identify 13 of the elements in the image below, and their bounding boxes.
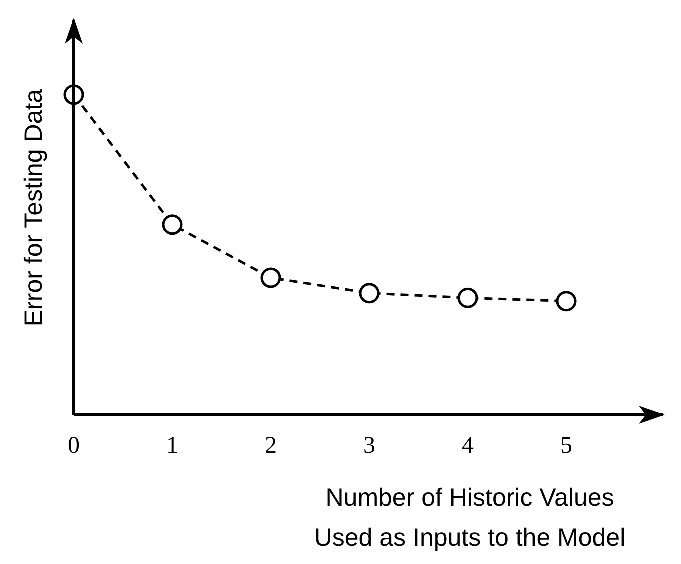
point xyxy=(260,268,282,288)
x-tick-label: 2 xyxy=(265,433,277,459)
point xyxy=(162,214,183,236)
x-tick-label: 5 xyxy=(560,433,572,459)
x-axis-title: Number of Historic Values Used as Inputs to the Model xyxy=(314,484,626,552)
point xyxy=(556,291,577,312)
x-tick-label: 1 xyxy=(166,433,178,459)
x-tick-label: 4 xyxy=(462,433,474,459)
point xyxy=(458,288,478,308)
y-axis-title: Error for Testing Data xyxy=(20,89,48,327)
x-tick-label: 0 xyxy=(68,433,80,459)
x-tick-label: 3 xyxy=(364,433,376,459)
point xyxy=(359,283,380,304)
